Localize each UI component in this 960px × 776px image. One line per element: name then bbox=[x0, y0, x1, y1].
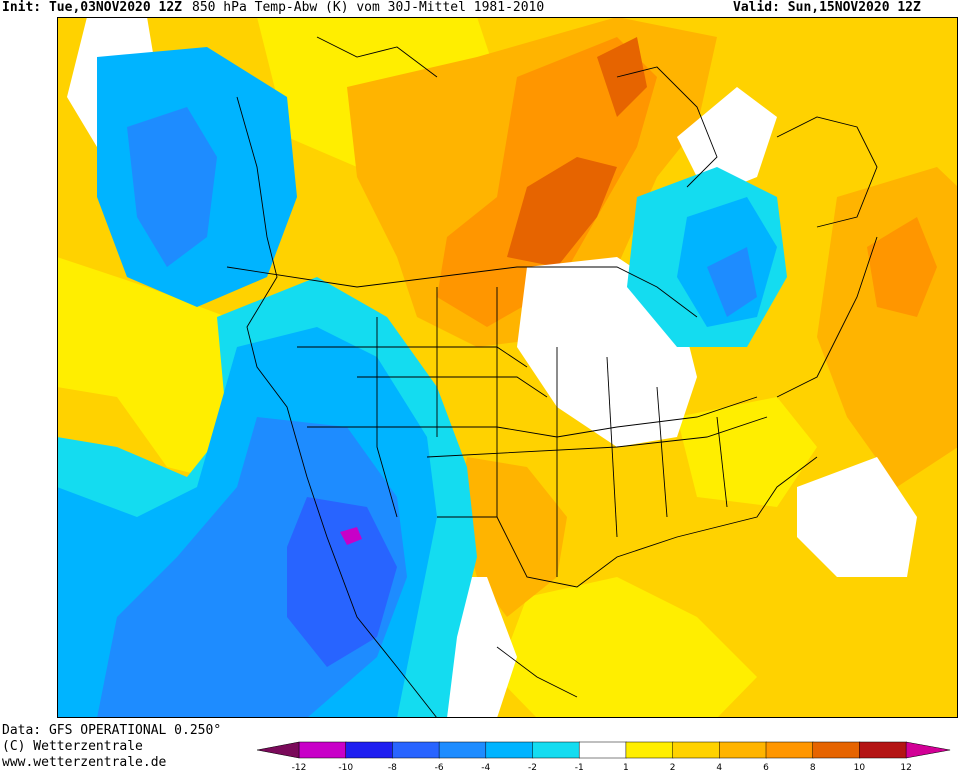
cold-zone-northeast bbox=[707, 247, 757, 317]
data-source-label: Data: GFS OPERATIONAL 0.250° bbox=[2, 723, 222, 738]
colorbar-block-p1_2 bbox=[625, 741, 674, 759]
colorbar-right-arrow bbox=[905, 741, 951, 759]
copyright-label: (C) Wetterzentrale bbox=[2, 739, 143, 754]
colder-zone-mexico bbox=[287, 497, 397, 667]
neutral-zone-hudson bbox=[677, 87, 777, 197]
colorbar-tick-label: -8 bbox=[388, 763, 397, 773]
map-frame bbox=[57, 17, 958, 718]
colorbar-block-m2_m1 bbox=[532, 741, 580, 759]
colorbar-block-m8_m6 bbox=[392, 741, 440, 759]
red-orange-core-2 bbox=[597, 37, 647, 117]
colorbar-block-m10_m8 bbox=[345, 741, 394, 759]
chart-title: 850 hPa Temp-Abw (K) vom 30J-Mittel 1981… bbox=[192, 0, 545, 15]
colorbar-block-p2_4 bbox=[672, 741, 721, 759]
colorbar-blocks bbox=[256, 741, 951, 759]
cold-zone-pacific bbox=[127, 107, 217, 267]
anomaly-map bbox=[57, 17, 958, 718]
colorbar-block-p4_6 bbox=[719, 741, 767, 759]
colorbar-tick-label: 2 bbox=[670, 763, 676, 773]
colorbar-block-m6_m4 bbox=[438, 741, 487, 759]
coastlines-and-borders bbox=[226, 36, 878, 718]
colorbar-tick-label: -6 bbox=[435, 763, 444, 773]
neutral-zone-atlantic bbox=[797, 457, 917, 577]
colorbar-ticks: -12 -10 -8 -6 -4 -2 -1 1 2 4 6 8 10 12 bbox=[292, 763, 912, 773]
dark-orange-core-east bbox=[867, 217, 937, 317]
colorbar-block-m4_m2 bbox=[485, 741, 534, 759]
colorbar-tick-label: -4 bbox=[481, 763, 490, 773]
colorbar-block-m1_1 bbox=[578, 741, 627, 759]
colorbar-tick-label: -1 bbox=[575, 763, 584, 773]
init-time: Init: Tue,03NOV2020 12Z bbox=[2, 0, 183, 15]
colorbar-block-p10_12 bbox=[859, 741, 907, 759]
colorbar-tick-label: 8 bbox=[810, 763, 816, 773]
colorbar-block-p8_10 bbox=[812, 741, 861, 759]
colorbar-tick-label: 6 bbox=[763, 763, 769, 773]
light-yellow-zone-west bbox=[57, 257, 257, 477]
red-orange-core bbox=[507, 157, 617, 267]
colorbar-tick-label: -2 bbox=[528, 763, 537, 773]
light-yellow-zone-east bbox=[677, 397, 817, 507]
colorbar-tick-label: 10 bbox=[854, 763, 866, 773]
colorbar-tick-label: -12 bbox=[292, 763, 307, 773]
website-label: www.wetterzentrale.de bbox=[2, 755, 167, 770]
coldest-core bbox=[340, 527, 362, 545]
colorbar-tick-label: -10 bbox=[338, 763, 353, 773]
valid-time: Valid: Sun,15NOV2020 12Z bbox=[733, 0, 921, 15]
colorbar-tick-label: 12 bbox=[900, 763, 911, 773]
light-yellow-zone-south bbox=[497, 577, 757, 718]
colorbar-left-arrow bbox=[256, 741, 300, 759]
colorbar-block-p6_8 bbox=[765, 741, 814, 759]
colorbar: -12 -10 -8 -6 -4 -2 -1 1 2 4 6 8 10 12 bbox=[256, 741, 951, 773]
colorbar-tick-label: 4 bbox=[716, 763, 722, 773]
colorbar-block-m12_m10 bbox=[298, 741, 347, 759]
colorbar-tick-label: 1 bbox=[623, 763, 629, 773]
